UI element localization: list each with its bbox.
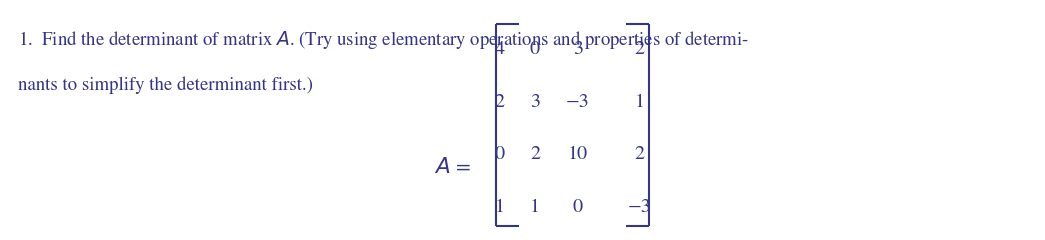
Text: 10: 10 xyxy=(567,146,588,163)
Text: 1: 1 xyxy=(494,199,505,216)
Text: 0: 0 xyxy=(494,146,505,163)
Text: 2: 2 xyxy=(634,146,645,163)
Text: 3: 3 xyxy=(530,93,540,111)
Text: 2: 2 xyxy=(634,41,645,58)
Text: 1: 1 xyxy=(530,199,540,216)
Text: $A$ =: $A$ = xyxy=(434,158,470,178)
Text: 3: 3 xyxy=(573,41,583,58)
Text: −3: −3 xyxy=(628,199,651,216)
Text: 0: 0 xyxy=(530,41,540,58)
Text: 0: 0 xyxy=(573,199,583,216)
Text: −3: −3 xyxy=(566,93,589,111)
Text: 1: 1 xyxy=(634,93,645,111)
Text: 2: 2 xyxy=(530,146,540,163)
Text: 4: 4 xyxy=(494,41,505,58)
Text: 2: 2 xyxy=(494,93,505,111)
Text: 1.  Find the determinant of matrix $A$. (Try using elementary operations and pro: 1. Find the determinant of matrix $A$. (… xyxy=(18,29,749,51)
Text: nants to simplify the determinant first.): nants to simplify the determinant first.… xyxy=(18,77,312,95)
